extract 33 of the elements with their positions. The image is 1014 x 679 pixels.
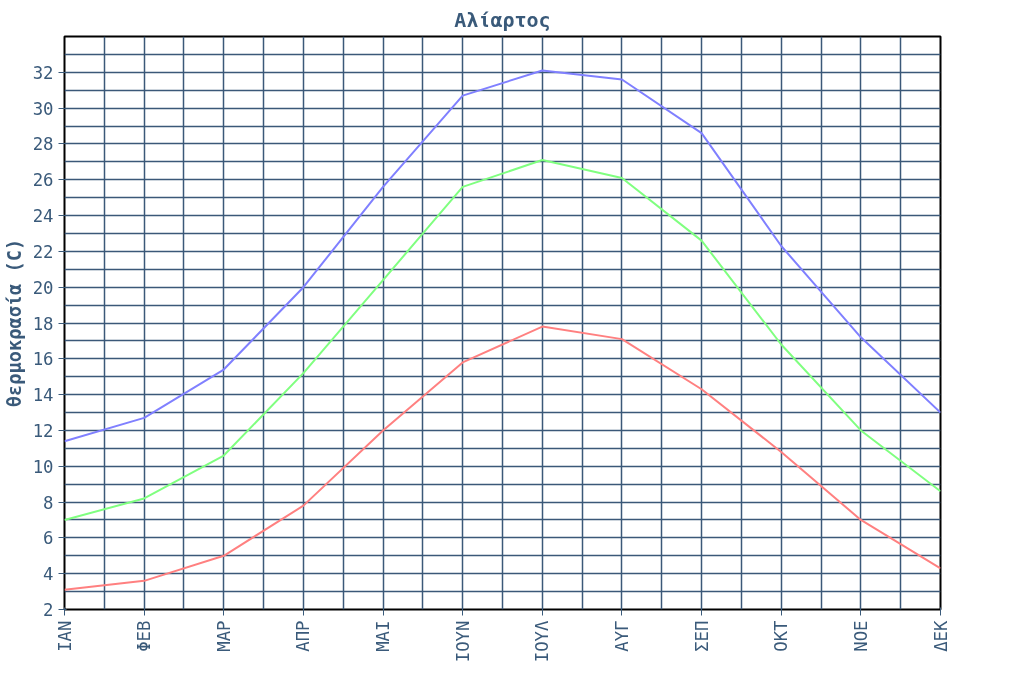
y-tick-label: 14 [32, 385, 54, 406]
y-tick-label: 12 [32, 420, 54, 441]
x-tick-label: ΦΕΒ [134, 620, 155, 652]
y-tick-label: 8 [43, 492, 54, 513]
line-series [64, 159, 941, 521]
line-series [64, 325, 941, 591]
y-tick-label: 20 [32, 277, 54, 298]
x-tick-label: ΔΕΚ [930, 619, 951, 652]
y-tick-label: 22 [32, 241, 54, 262]
x-tick-label: ΑΠΡ [293, 620, 314, 652]
x-tick-label: ΝΟΕ [850, 620, 871, 652]
y-tick-label: 26 [32, 170, 54, 191]
x-tick-label: ΜΑΡ [213, 620, 234, 652]
x-tick-label: ΙΟΥΛ [532, 619, 553, 663]
y-tick-label: 18 [32, 313, 54, 334]
y-tick-label: 6 [43, 528, 54, 549]
y-axis-title: θερμοκρασία (C) [3, 238, 25, 408]
x-tick-label: ΑΥΓ [611, 620, 632, 652]
y-tick-label: 28 [32, 134, 54, 155]
y-tick-label: 10 [32, 456, 54, 477]
y-tick-label: 16 [32, 349, 54, 370]
chart-title: Αλίαρτος [454, 7, 551, 32]
line-series [64, 69, 941, 443]
y-tick-label: 4 [43, 564, 54, 585]
x-tick-label: ΣΕΠ [691, 620, 712, 652]
y-tick-label: 2 [43, 600, 54, 620]
x-tick-label: ΟΚΤ [771, 619, 792, 652]
x-tick-label: ΜΑΙ [373, 620, 394, 652]
x-tick-label: ΙΑΝ [54, 620, 75, 652]
x-tick-label: ΙΟΥΝ [452, 620, 473, 663]
y-tick-label: 24 [32, 206, 54, 227]
y-tick-label: 32 [32, 62, 54, 83]
y-tick-label: 30 [32, 98, 54, 119]
